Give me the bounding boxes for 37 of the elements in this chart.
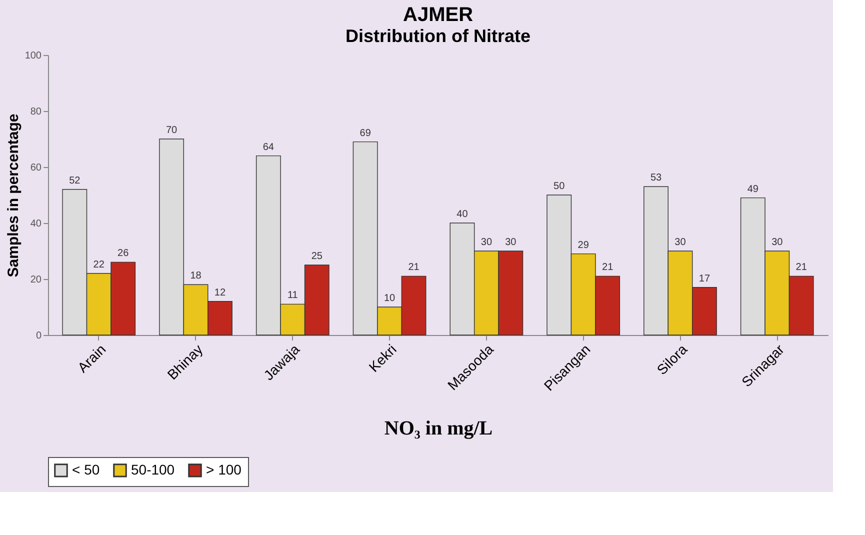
y-axis-title: Samples in percentage — [4, 114, 22, 278]
data-label: 49 — [747, 184, 759, 195]
y-tick-label: 100 — [24, 50, 42, 62]
y-tick-label: 40 — [30, 218, 42, 230]
chart-subtitle: Distribution of Nitrate — [346, 26, 530, 46]
data-label: 40 — [456, 209, 468, 220]
data-label: 18 — [190, 270, 202, 282]
legend-label: > 100 — [206, 461, 242, 478]
legend-label: 50-100 — [131, 461, 175, 478]
legend-label: < 50 — [72, 461, 100, 478]
data-label: 12 — [214, 287, 226, 298]
data-label: 30 — [772, 237, 784, 248]
data-label: 21 — [796, 262, 808, 274]
y-tick-label: 80 — [30, 106, 42, 118]
chart-title: AJMER — [402, 4, 474, 26]
data-label: 11 — [287, 290, 298, 302]
data-label: 26 — [118, 248, 130, 260]
x-axis-title: NO₃ in mg/L — [384, 418, 493, 440]
y-tick-label: 20 — [30, 274, 42, 286]
data-label: 50 — [554, 181, 566, 192]
data-label: 53 — [650, 172, 662, 184]
data-label: 22 — [93, 259, 105, 270]
data-label: 69 — [360, 128, 372, 139]
data-label: 52 — [69, 175, 81, 186]
data-label: 64 — [262, 142, 274, 153]
data-label: 21 — [602, 262, 614, 274]
y-tick-label: 0 — [36, 330, 42, 342]
data-label: 30 — [505, 237, 517, 248]
data-label: 30 — [480, 237, 492, 248]
data-label: 10 — [384, 293, 396, 304]
y-tick-label: 60 — [30, 162, 42, 174]
data-label: 21 — [408, 262, 420, 274]
data-label: 70 — [166, 125, 178, 136]
data-label: 30 — [674, 237, 686, 248]
data-label: 29 — [578, 240, 590, 251]
data-label: 25 — [311, 251, 323, 262]
data-label: 17 — [698, 273, 710, 284]
